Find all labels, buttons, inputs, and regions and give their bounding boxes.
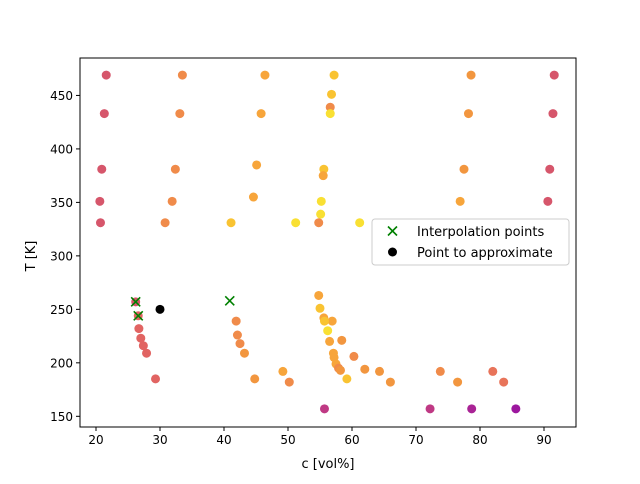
data-point — [327, 89, 337, 99]
data-point — [455, 196, 465, 206]
data-point — [231, 316, 241, 326]
data-point — [175, 109, 185, 119]
data-point — [342, 374, 352, 384]
data-point — [256, 109, 266, 119]
y-tick-label: 250 — [50, 303, 73, 317]
data-point — [252, 160, 262, 170]
x-tick-label: 90 — [536, 433, 551, 447]
data-point — [335, 365, 345, 375]
data-point — [239, 348, 249, 358]
data-point — [160, 218, 170, 228]
data-point — [314, 218, 324, 228]
data-point — [95, 218, 105, 228]
data-point — [226, 218, 236, 228]
data-point — [315, 303, 325, 313]
data-point — [545, 164, 555, 174]
legend: Interpolation points Point to approximat… — [371, 218, 570, 266]
x-axis-label: c [vol%] — [301, 457, 354, 472]
x-tick-label: 20 — [88, 433, 103, 447]
data-point — [435, 366, 445, 376]
data-point — [467, 404, 477, 414]
data-point — [95, 196, 105, 206]
data-point — [355, 218, 365, 228]
data-point — [548, 109, 558, 119]
data-point — [375, 366, 385, 376]
legend-marker-approximate — [388, 247, 397, 257]
x-tick-label: 50 — [280, 433, 295, 447]
data-point — [463, 109, 473, 119]
data-point — [499, 377, 509, 387]
x-tick-label: 70 — [408, 433, 423, 447]
plot-frame — [79, 57, 577, 428]
data-point — [97, 164, 107, 174]
x-tick-label: 60 — [344, 433, 359, 447]
data-point — [99, 109, 109, 119]
data-point — [543, 196, 553, 206]
data-point — [278, 366, 288, 376]
data-point — [385, 377, 395, 387]
data-point — [142, 348, 152, 358]
y-tick-label: 350 — [50, 196, 73, 210]
y-axis-label: T [K] — [24, 241, 39, 273]
data-point — [327, 316, 337, 326]
data-point — [488, 366, 498, 376]
data-point — [284, 377, 294, 387]
data-point — [170, 164, 180, 174]
y-tick-label: 200 — [50, 356, 73, 370]
data-point — [151, 374, 161, 384]
x-tick-label: 80 — [472, 433, 487, 447]
data-point — [325, 336, 335, 346]
y-tick-label: 150 — [50, 410, 73, 424]
x-tick-label: 40 — [216, 433, 231, 447]
interpolation-point-marker — [224, 295, 235, 306]
legend-label-approximate: Point to approximate — [417, 246, 553, 261]
data-point — [260, 70, 270, 80]
data-point — [316, 209, 326, 219]
data-point — [459, 164, 469, 174]
data-point — [314, 290, 324, 300]
data-point — [319, 316, 329, 326]
data-point — [177, 70, 187, 80]
data-point — [318, 171, 328, 181]
x-tick-label: 30 — [152, 433, 167, 447]
data-point — [167, 196, 177, 206]
legend-box — [371, 218, 570, 266]
y-tick-label: 300 — [50, 249, 73, 263]
legend-marker-interpolation — [387, 225, 398, 237]
data-point — [248, 192, 258, 202]
interpolation-point-marker — [133, 310, 144, 321]
data-point — [291, 218, 301, 228]
data-point — [232, 330, 242, 340]
data-point — [101, 70, 111, 80]
data-point — [425, 404, 435, 414]
data-point — [337, 335, 347, 345]
data-point — [329, 70, 339, 80]
data-point — [138, 341, 148, 351]
data-point — [134, 324, 144, 334]
data-point — [235, 339, 245, 349]
data-point — [136, 333, 146, 343]
data-point — [360, 364, 370, 374]
legend-label-interpolation: Interpolation points — [417, 225, 544, 240]
data-point — [323, 326, 333, 336]
data-point — [511, 404, 521, 414]
data-point — [325, 109, 335, 119]
data-point — [319, 404, 329, 414]
data-point — [325, 102, 335, 112]
data-point — [549, 70, 559, 80]
y-tick-label: 450 — [50, 89, 73, 103]
data-point — [316, 196, 326, 206]
data-point — [349, 351, 359, 361]
y-tick-label: 400 — [50, 142, 73, 156]
data-point — [466, 70, 476, 80]
data-point — [250, 374, 260, 384]
data-point — [453, 377, 463, 387]
approximate-point-marker — [155, 304, 165, 314]
interpolation-point-marker — [130, 296, 141, 307]
